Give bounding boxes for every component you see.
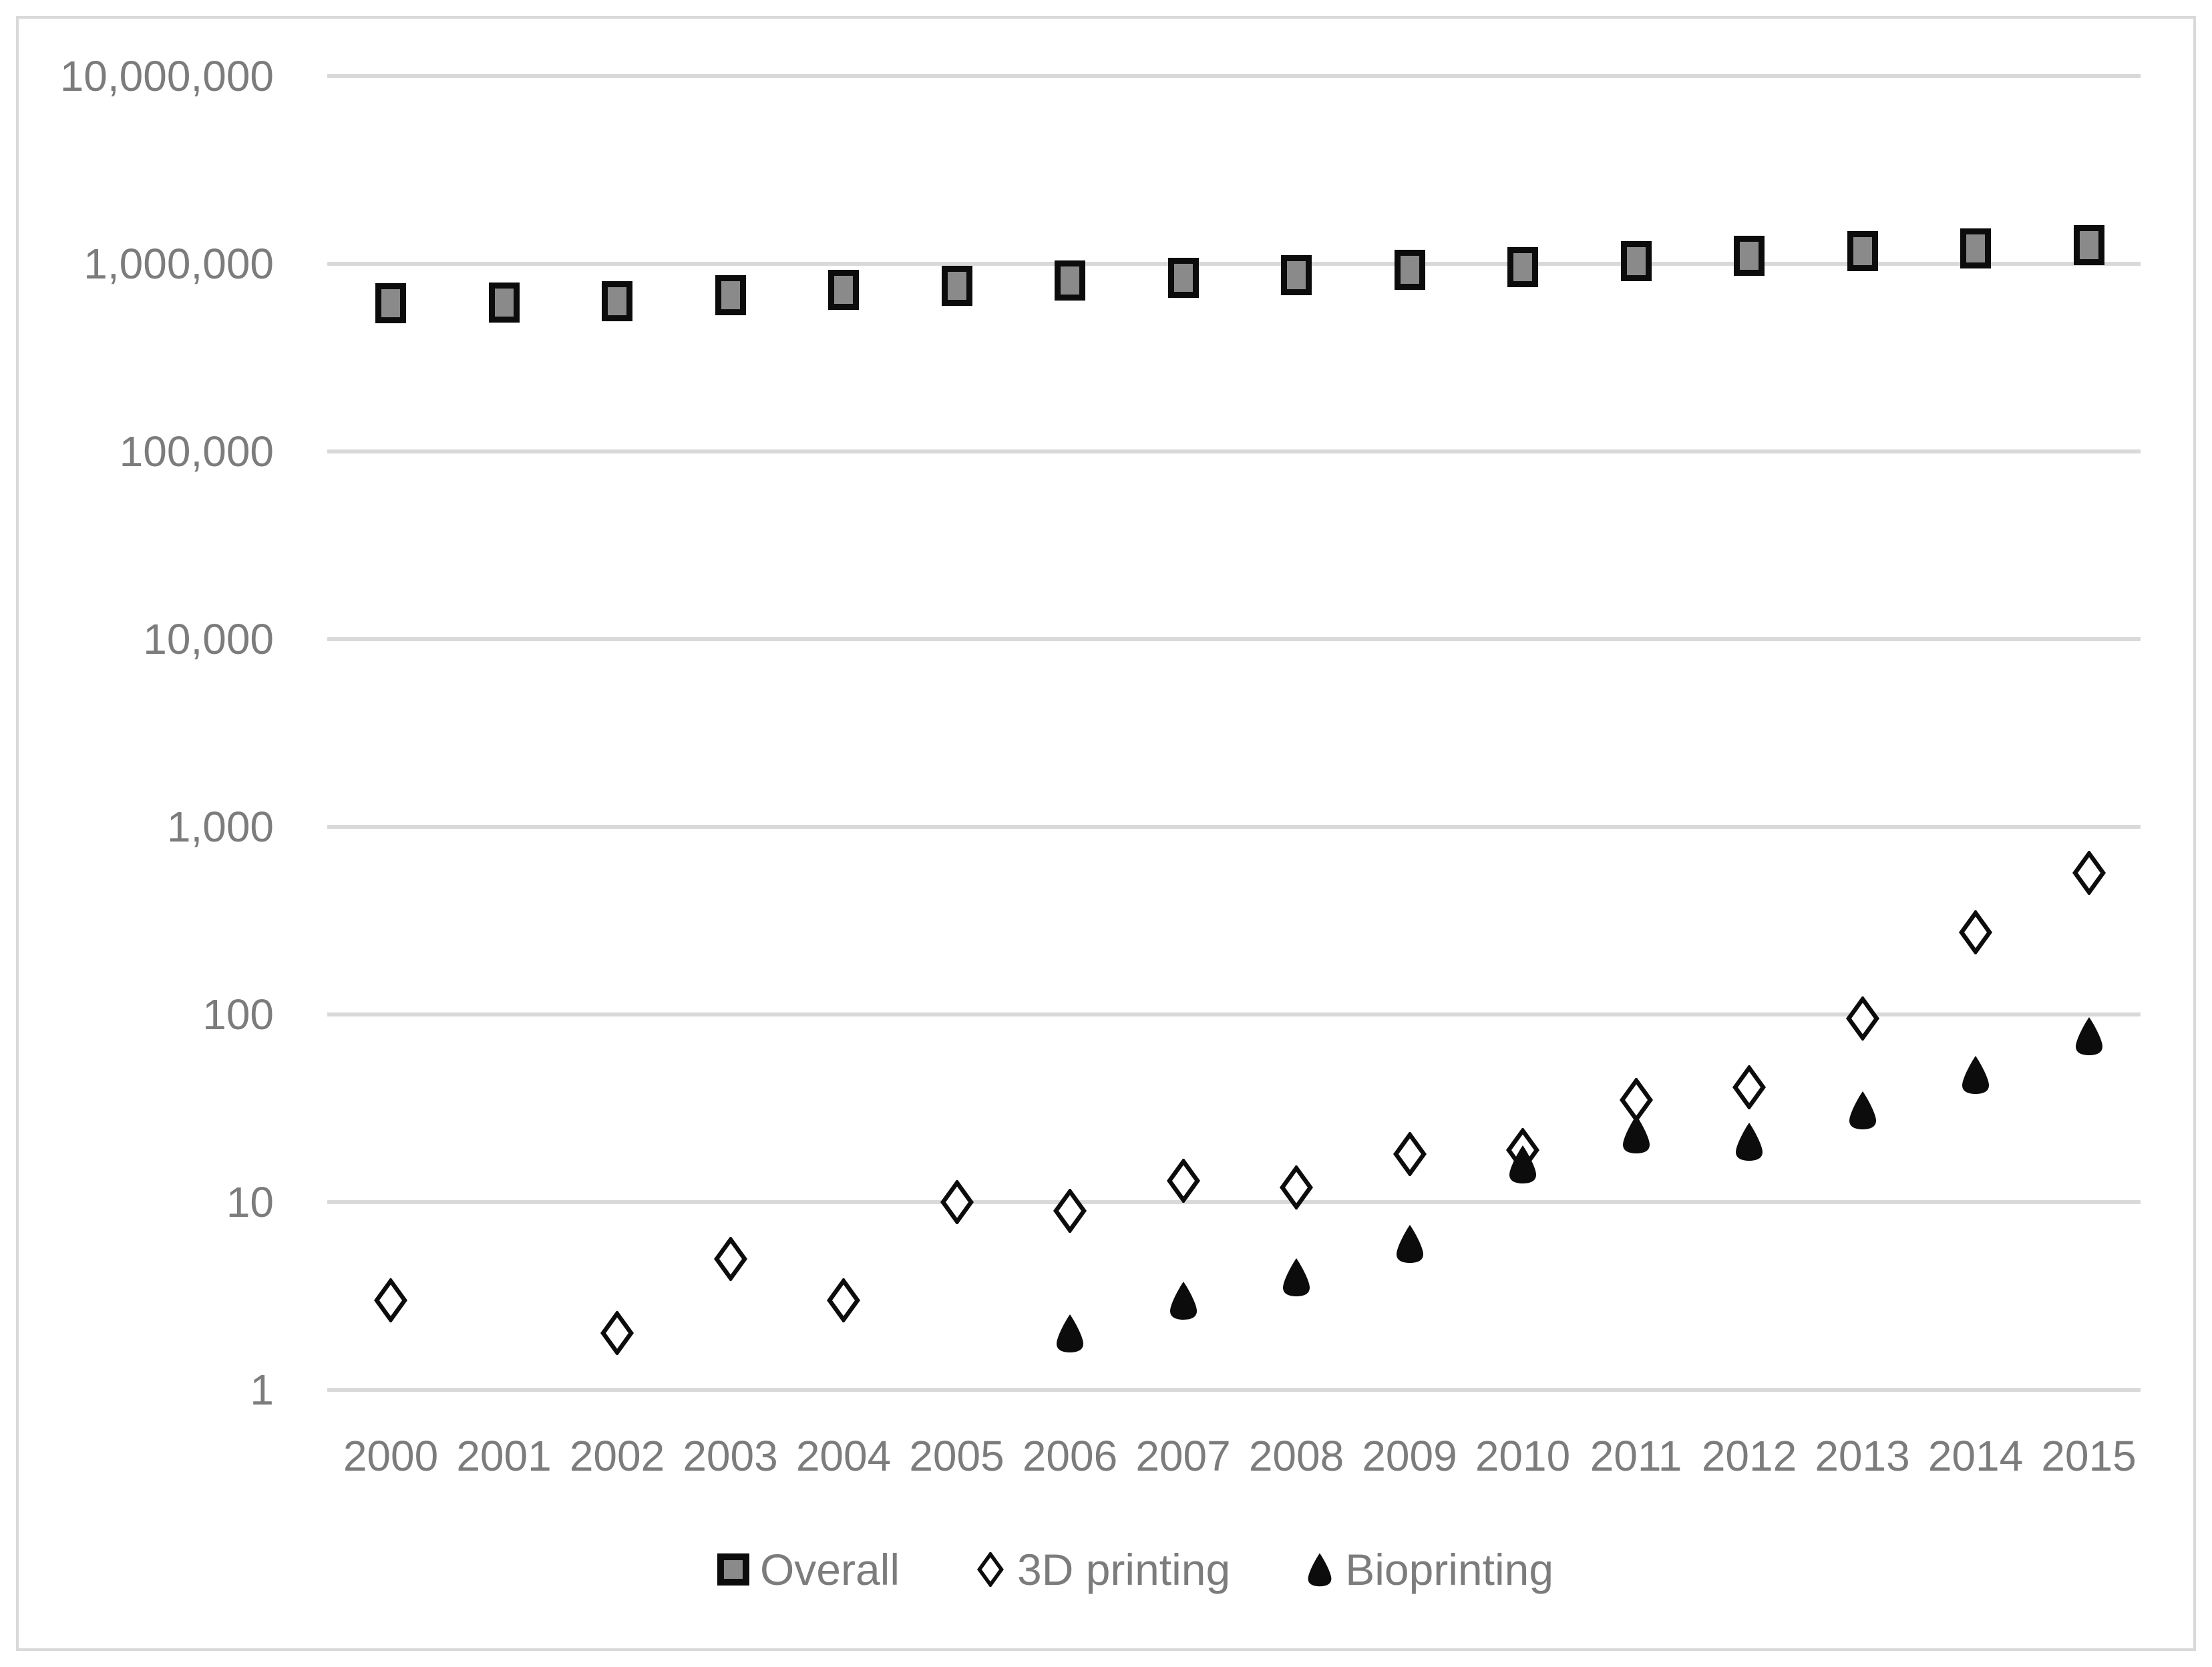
marker-bioprinting: [1396, 1225, 1423, 1264]
x-axis-tick-label: 2000: [343, 1432, 439, 1480]
marker-3d-printing: [713, 1236, 747, 1281]
x-axis-tick-label: 2007: [1135, 1432, 1231, 1480]
x-axis-tick-label: 2015: [2041, 1432, 2137, 1480]
x-axis-tick-label: 2003: [683, 1432, 778, 1480]
marker-bioprinting: [1622, 1115, 1650, 1154]
x-axis-tick-label: 2013: [1815, 1432, 1910, 1480]
chart-border: [16, 16, 2196, 1651]
y-axis-tick-label: 10,000: [143, 615, 274, 663]
marker-3d-printing: [1053, 1188, 1087, 1233]
marker-overall: [941, 265, 972, 306]
y-axis-tick-label: 1: [250, 1366, 274, 1414]
legend-label-overall: Overall: [759, 1545, 900, 1594]
marker-overall: [1734, 236, 1765, 276]
marker-overall: [1507, 246, 1538, 287]
x-axis-tick-label: 2008: [1248, 1432, 1344, 1480]
y-gridline: [327, 1012, 2141, 1016]
diamond-marker-icon: [974, 1552, 1006, 1587]
marker-3d-printing: [600, 1311, 634, 1356]
teardrop-marker-icon: [1305, 1551, 1334, 1588]
marker-overall: [715, 275, 746, 316]
marker-bioprinting: [1169, 1281, 1197, 1320]
y-gridline: [327, 449, 2141, 453]
y-axis-tick-label: 1,000: [166, 803, 274, 851]
marker-overall: [602, 281, 632, 322]
marker-overall: [1281, 254, 1312, 295]
legend-label-bioprinting: Bioprinting: [1345, 1545, 1554, 1594]
marker-overall: [828, 270, 859, 311]
marker-overall: [1055, 260, 1085, 301]
legend: Overall 3D printing Bioprinting: [717, 1544, 1553, 1595]
marker-bioprinting: [1283, 1258, 1310, 1296]
y-gridline: [327, 637, 2141, 641]
marker-bioprinting: [1849, 1091, 1876, 1129]
legend-entry-bioprinting: Bioprinting: [1305, 1544, 1553, 1595]
x-axis-tick-label: 2009: [1362, 1432, 1457, 1480]
y-gridline: [327, 825, 2141, 829]
legend-label-3d-printing: 3D printing: [1017, 1545, 1231, 1594]
marker-3d-printing: [1166, 1158, 1200, 1203]
y-axis-tick-label: 10: [226, 1178, 274, 1226]
marker-3d-printing: [374, 1278, 407, 1322]
marker-3d-printing: [1732, 1065, 1766, 1109]
x-axis-tick-label: 2002: [569, 1432, 665, 1480]
marker-3d-printing: [2072, 850, 2106, 895]
marker-overall: [1394, 249, 1425, 290]
y-axis-tick-label: 10,000,000: [59, 52, 274, 100]
marker-overall: [1960, 228, 1991, 268]
marker-overall: [1167, 258, 1199, 299]
x-axis-tick-label: 2004: [795, 1432, 892, 1480]
marker-bioprinting: [2075, 1016, 2102, 1055]
marker-3d-printing: [1280, 1165, 1313, 1210]
marker-bioprinting: [1962, 1055, 1989, 1094]
square-marker-icon: [717, 1553, 749, 1586]
marker-3d-printing: [1959, 910, 1992, 954]
marker-overall: [1847, 230, 1878, 271]
marker-overall: [488, 283, 520, 323]
x-axis-tick-label: 2014: [1927, 1432, 2024, 1480]
marker-3d-printing: [1393, 1132, 1427, 1177]
x-axis-tick-label: 2005: [909, 1432, 1004, 1480]
marker-bioprinting: [1736, 1123, 1763, 1161]
y-axis-tick-label: 100,000: [119, 427, 274, 476]
x-axis-tick-label: 2012: [1701, 1432, 1797, 1480]
marker-overall: [375, 283, 406, 324]
y-gridline: [327, 74, 2141, 78]
x-axis-tick-label: 2011: [1590, 1432, 1682, 1480]
y-gridline: [327, 262, 2141, 266]
y-gridline: [327, 1200, 2141, 1204]
legend-entry-overall: Overall: [717, 1544, 900, 1595]
marker-3d-printing: [827, 1278, 860, 1322]
marker-3d-printing: [1845, 996, 1879, 1041]
y-axis-tick-label: 1,000,000: [83, 240, 274, 288]
marker-3d-printing: [940, 1180, 974, 1224]
marker-bioprinting: [1057, 1314, 1083, 1353]
marker-overall: [2073, 224, 2104, 265]
y-gridline: [327, 1388, 2141, 1392]
y-axis-tick-label: 100: [202, 990, 274, 1039]
legend-entry-3d-printing: 3D printing: [974, 1544, 1230, 1595]
x-axis-tick-label: 2010: [1475, 1432, 1571, 1480]
marker-overall: [1620, 241, 1652, 282]
x-axis-tick-label: 2006: [1022, 1432, 1118, 1480]
marker-bioprinting: [1509, 1145, 1536, 1183]
x-axis-tick-label: 2001: [456, 1432, 552, 1480]
